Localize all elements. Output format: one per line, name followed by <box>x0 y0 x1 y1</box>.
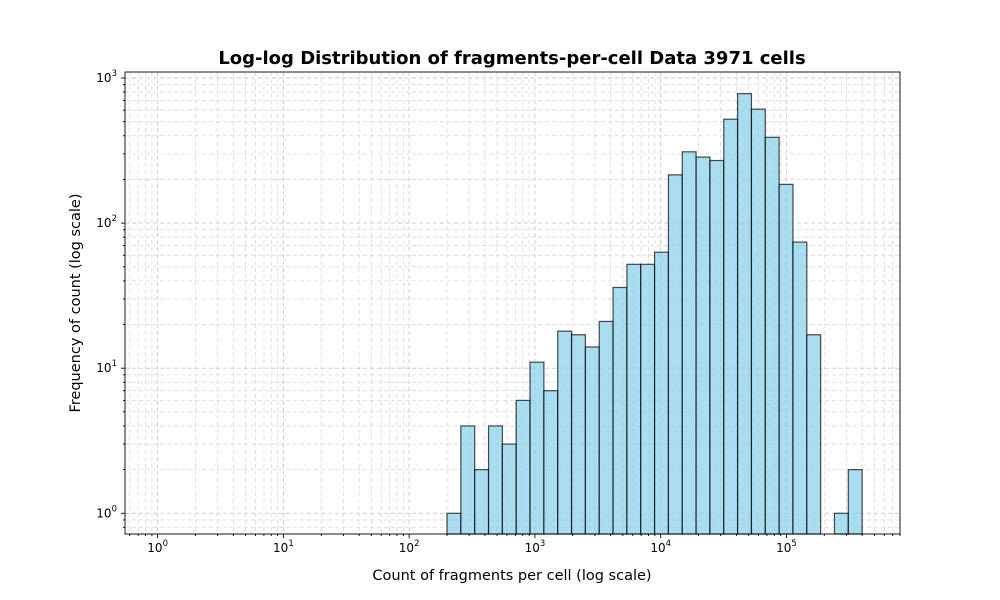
histogram-bar <box>515 399 531 535</box>
histogram-bar <box>640 263 656 535</box>
histogram-bar <box>612 286 628 535</box>
histogram-bar <box>598 320 614 535</box>
x-tick-label: 105 <box>776 539 797 555</box>
histogram-bar <box>778 183 794 535</box>
plot-frame <box>124 71 901 535</box>
histogram-bar <box>474 469 490 535</box>
x-tick-label: 102 <box>399 539 420 555</box>
y-tick-label: 101 <box>96 359 117 375</box>
histogram-bar <box>667 174 683 535</box>
histogram-bar <box>709 159 725 535</box>
histogram-bar <box>806 334 822 535</box>
histogram-bar <box>847 469 863 535</box>
y-tick-label: 100 <box>96 504 117 520</box>
histogram-bar <box>446 512 462 535</box>
histogram-bar <box>501 443 517 535</box>
histogram-bar <box>460 425 476 535</box>
histogram-bar <box>681 151 697 535</box>
histogram-bar <box>695 156 711 535</box>
y-axis-label: Frequency of count (log scale) <box>68 193 84 412</box>
histogram-bar <box>487 425 503 535</box>
histogram-bar <box>584 346 600 535</box>
y-ticks: 100 101 102 103 <box>96 69 125 528</box>
histogram-bar <box>529 361 545 535</box>
x-axis-label: Count of fragments per cell (log scale) <box>372 568 651 584</box>
x-tick-label: 104 <box>650 539 671 555</box>
histogram-bar <box>764 136 780 535</box>
x-tick-label: 103 <box>525 539 546 555</box>
histogram-bar <box>626 263 642 535</box>
histogram-bar <box>737 93 753 535</box>
histogram-bar <box>543 390 559 535</box>
histogram-bar <box>557 330 573 535</box>
histogram-bar <box>653 251 670 535</box>
y-tick-label: 103 <box>96 69 117 85</box>
x-tick-label: 101 <box>273 539 294 555</box>
histogram-bar <box>570 334 586 535</box>
chart-title: Log-log Distribution of fragments-per-ce… <box>218 48 805 69</box>
y-tick-label: 102 <box>96 214 117 230</box>
histogram-bar <box>750 108 766 535</box>
x-ticks: 100 101 102 103 104 105 <box>129 534 901 555</box>
histogram-bar <box>723 118 739 535</box>
histogram-bar <box>833 512 849 535</box>
histogram-bar <box>792 241 808 535</box>
x-tick-label: 100 <box>147 539 168 555</box>
